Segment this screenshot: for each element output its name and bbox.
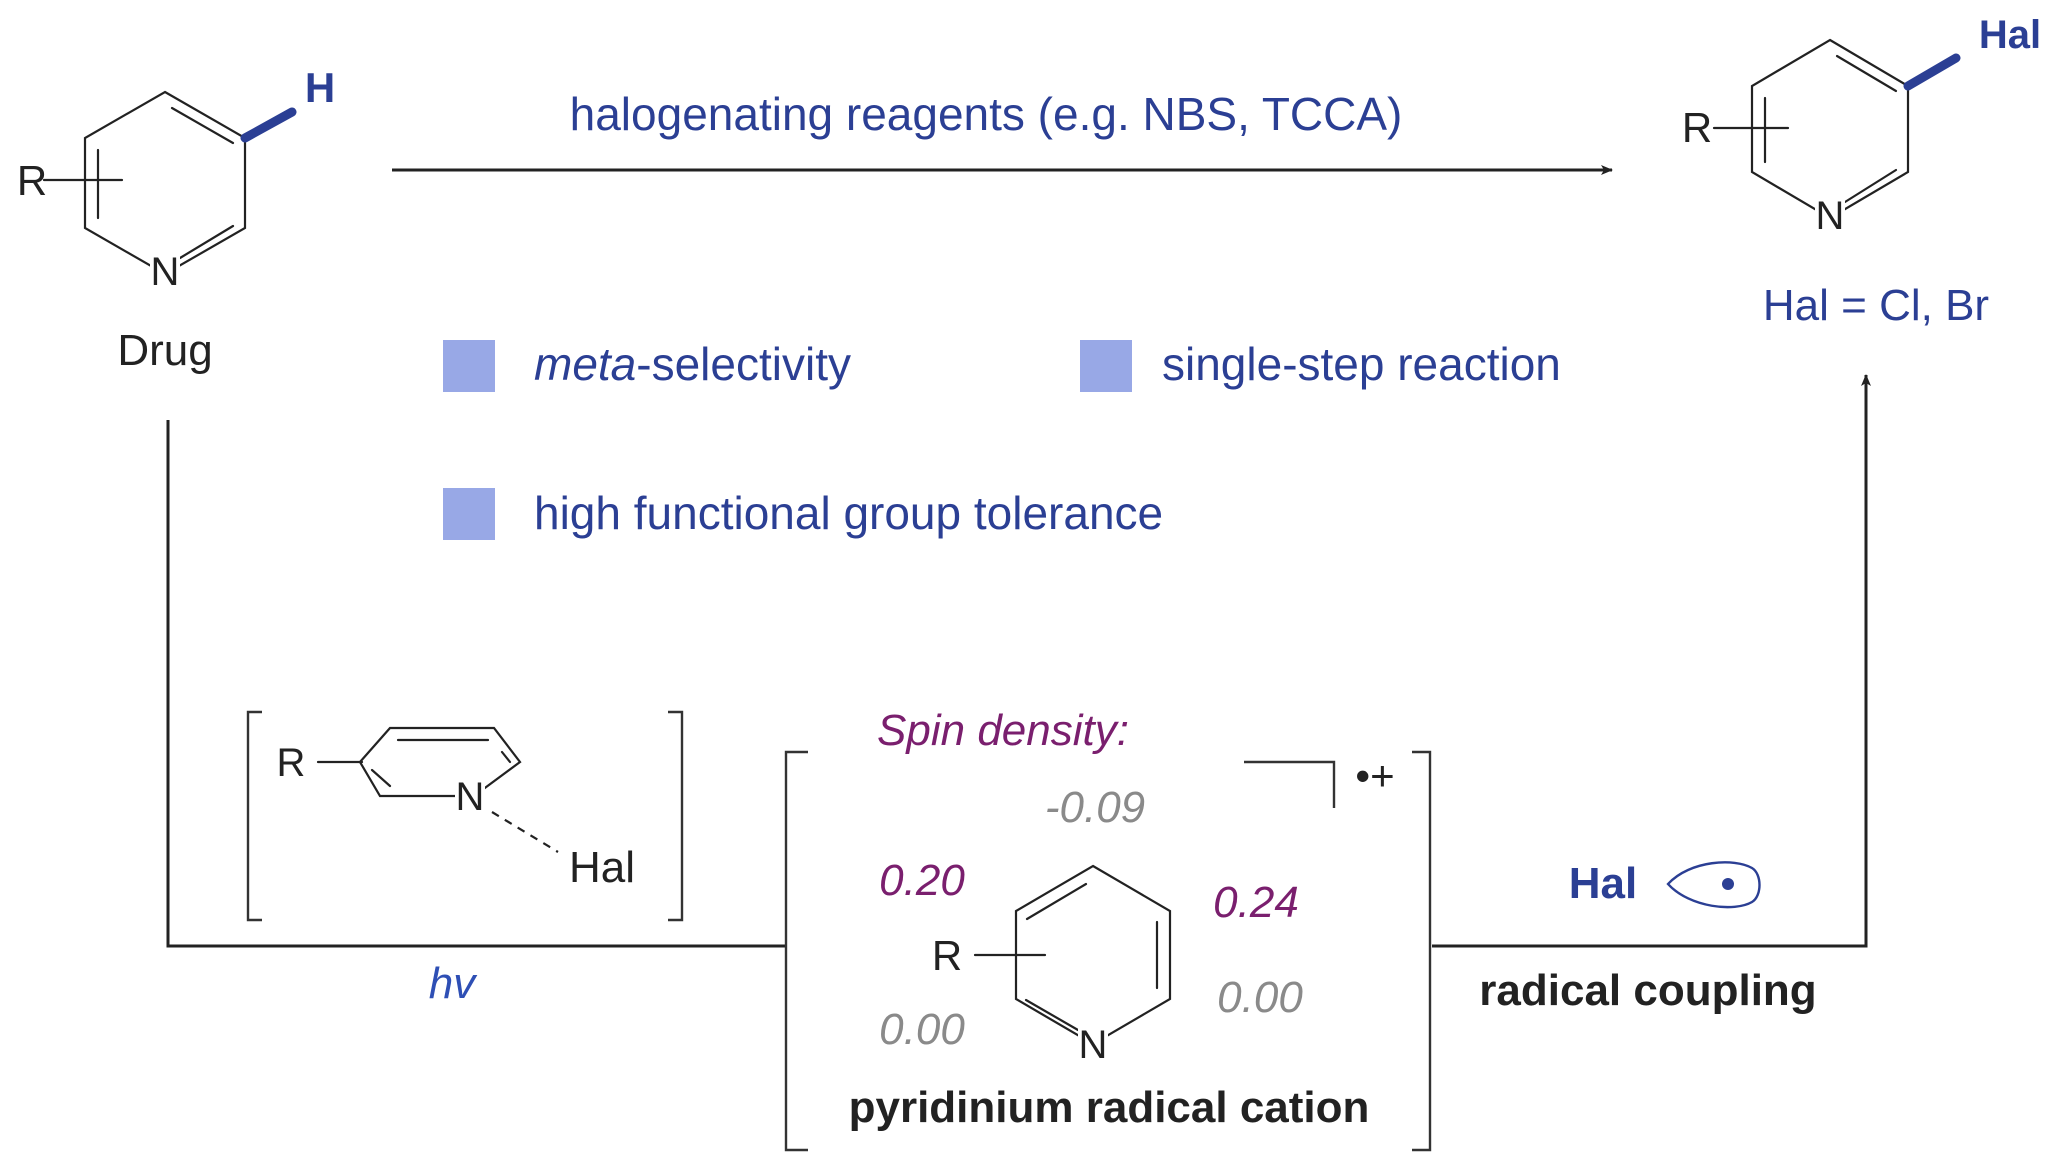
- feature-list: meta-selectivity single-step reaction hi…: [443, 338, 1561, 540]
- square-bullet-icon: [443, 340, 495, 392]
- coupling-halogen: Hal: [1569, 859, 1637, 908]
- coupling-label: radical coupling: [1479, 966, 1816, 1015]
- feature-text: high functional group tolerance: [534, 487, 1163, 539]
- reactant-nitrogen: N: [151, 250, 180, 294]
- intermediate-bracket-left: [784, 750, 808, 1152]
- top-reaction-arrow: halogenating reagents (e.g. NBS, TCCA): [392, 88, 1613, 175]
- pathway-line-left: [166, 420, 787, 948]
- spin-density-title: Spin density:: [877, 706, 1129, 755]
- feature-text: single-step reaction: [1162, 338, 1561, 390]
- complex-bracket-right: [668, 710, 684, 922]
- product-c-hal-bond: [1903, 53, 1961, 91]
- reactant-ring: [83, 90, 247, 276]
- feature-text: meta-selectivity: [534, 338, 851, 390]
- feature-item: single-step reaction: [1080, 338, 1561, 392]
- intermediate-label: pyridinium radical cation: [849, 1083, 1370, 1132]
- product-r-group: R: [1682, 104, 1712, 151]
- spin-value-upper-right: 0.24: [1213, 878, 1299, 927]
- reactant-label: Drug: [117, 326, 212, 375]
- top-arrow-label: halogenating reagents (e.g. NBS, TCCA): [570, 88, 1403, 140]
- intermediate-double-bond: [1024, 998, 1080, 1032]
- radical-cation-intermediate: •+ Spin density: N R -0.09 0.20 0.24 0.0…: [784, 706, 1432, 1152]
- reactant-r-group: R: [17, 157, 47, 204]
- reactant-hydrogen: H: [305, 64, 335, 111]
- halogen-radical-orbital-icon: [1666, 861, 1761, 909]
- radical-cation-charge: •+: [1355, 752, 1394, 799]
- feature-item: high functional group tolerance: [443, 487, 1163, 540]
- intermediate-bracket-right: [1412, 750, 1432, 1152]
- product-double-bond: [1843, 168, 1898, 204]
- complex-halogen: Hal: [569, 843, 635, 892]
- complex-nitrogen: N: [456, 775, 485, 819]
- intermediate-double-bond: [1025, 882, 1088, 921]
- pathway-line-right: [1432, 374, 1871, 948]
- intermediate-nitrogen: N: [1079, 1023, 1108, 1067]
- product-molecule: N R Hal Hal = Cl, Br: [1682, 13, 2041, 330]
- halogen-complex: N R Hal: [246, 710, 684, 922]
- feature-item: meta-selectivity: [443, 338, 851, 392]
- halogen-bond-dashed: [491, 811, 559, 853]
- charge-corner: [1244, 760, 1336, 808]
- spin-value-top: -0.09: [1045, 783, 1145, 832]
- product-halogen: Hal: [1979, 13, 2041, 57]
- complex-ring: [358, 726, 522, 798]
- radical-coupling: Hal radical coupling: [1479, 859, 1816, 1015]
- halogen-definition: Hal = Cl, Br: [1763, 281, 1989, 330]
- photochemical-pathway: hv: [166, 374, 1871, 1008]
- light-label: hv: [429, 959, 478, 1008]
- spin-value-upper-left: 0.20: [879, 856, 965, 905]
- reactant-double-bond: [178, 224, 235, 260]
- spin-value-lower-right: 0.00: [1217, 973, 1303, 1022]
- complex-double-bond: [370, 768, 392, 788]
- square-bullet-icon: [443, 488, 495, 540]
- complex-r-group: R: [277, 741, 306, 785]
- product-nitrogen: N: [1816, 194, 1845, 238]
- square-bullet-icon: [1080, 340, 1132, 392]
- reactant-double-bond: [170, 106, 235, 145]
- spin-value-lower-left: 0.00: [879, 1005, 965, 1054]
- reactant-ch-bond: [240, 107, 297, 143]
- product-double-bond: [1835, 54, 1898, 93]
- complex-double-bond: [500, 750, 512, 764]
- intermediate-r-group: R: [932, 932, 962, 979]
- complex-bracket-left: [246, 710, 262, 922]
- reactant-molecule: N R H Drug: [17, 64, 335, 375]
